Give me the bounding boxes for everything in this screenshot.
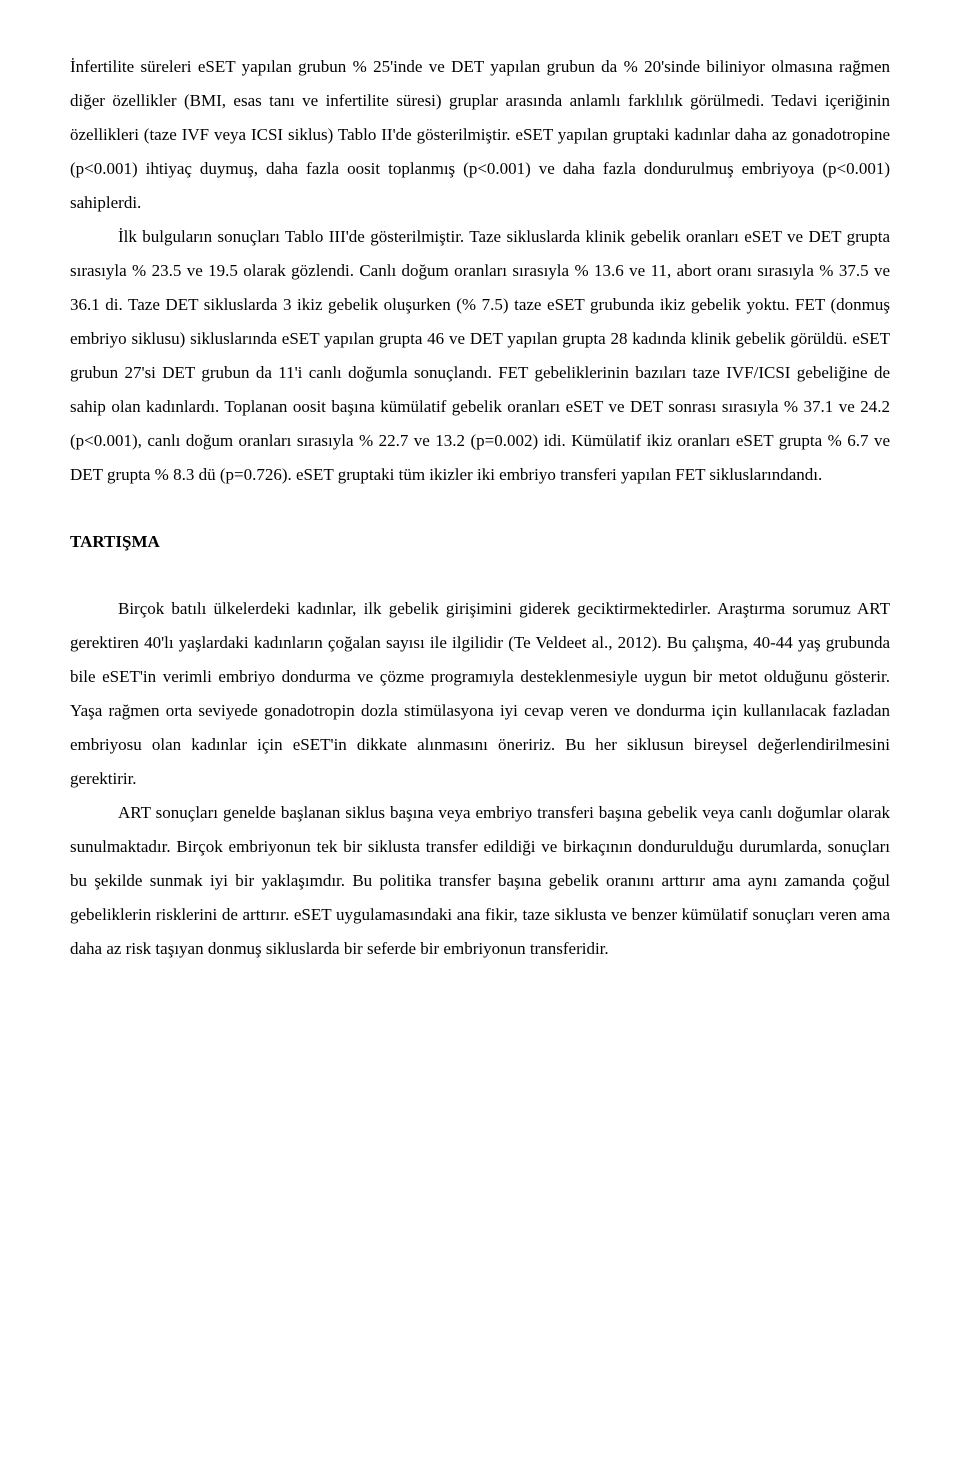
body-paragraph-1: İnfertilite süreleri eSET yapılan grubun… bbox=[70, 50, 890, 220]
body-paragraph-3: Birçok batılı ülkelerdeki kadınlar, ilk … bbox=[70, 592, 890, 796]
body-paragraph-4: ART sonuçları genelde başlanan siklus ba… bbox=[70, 796, 890, 966]
body-paragraph-2: İlk bulguların sonuçları Tablo III'de gö… bbox=[70, 220, 890, 492]
section-heading-tartisma: TARTIŞMA bbox=[70, 532, 890, 552]
